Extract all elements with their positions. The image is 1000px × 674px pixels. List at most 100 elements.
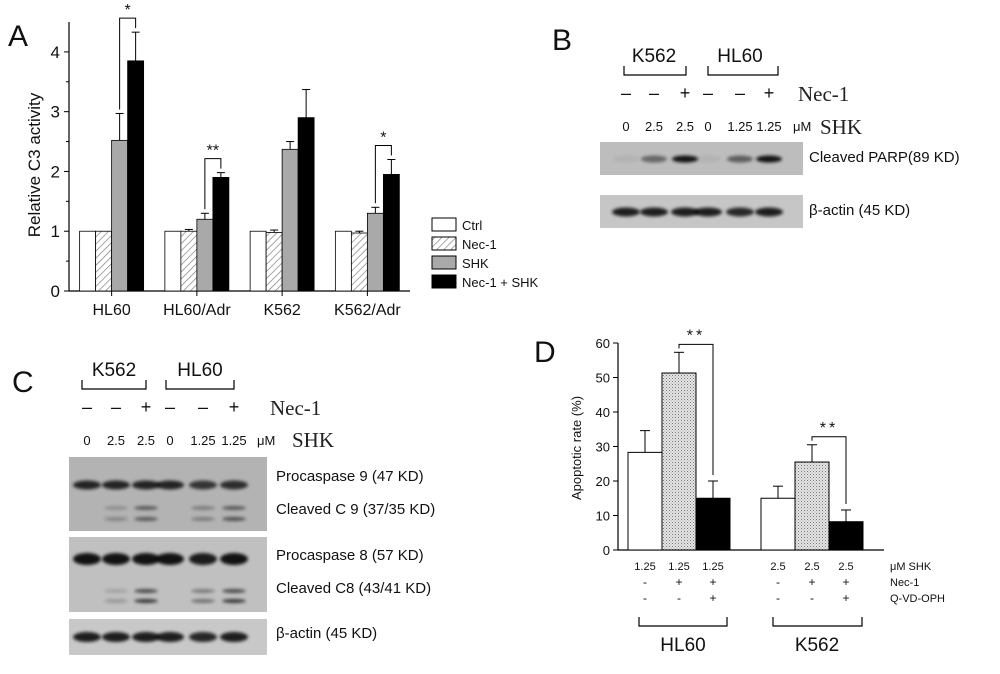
panel-a-bar	[350, 232, 368, 292]
panel-a-y-tick-label: 4	[51, 43, 60, 62]
blot-c-cleaved-c8-band-upper	[134, 589, 158, 593]
blot-c-cleaved-c9-band-lower	[191, 517, 215, 521]
blot-c-band-actin: β-actin (45 KD)	[276, 625, 377, 642]
blot-b-parp-band	[672, 155, 698, 163]
blot-b-shk-label: SHK	[820, 115, 862, 139]
panel-d-group-hl60: HL60	[660, 635, 705, 656]
blot-b-band-actin: β-actin (45 KD)	[809, 202, 910, 219]
panel-a-significance-label: **	[207, 143, 219, 160]
panel-d-bar	[661, 372, 697, 551]
blot-b-actin-band	[612, 207, 640, 217]
blot-c-procasp8-band	[102, 553, 130, 565]
panel-a-bar	[249, 230, 267, 292]
legend-label-nec1-shk: Nec-1 + SHK	[462, 275, 539, 290]
blot-c-band-procasp8: Procaspase 8 (57 KD)	[276, 547, 424, 564]
blot-b-actin-band	[755, 207, 783, 217]
legend-swatch-nec1	[431, 236, 457, 251]
blot-c-actin-band	[156, 632, 184, 642]
blot-c-procasp9-band	[156, 480, 184, 490]
lane-dose: 0	[704, 119, 711, 134]
panel-d-bar	[794, 461, 830, 551]
blot-b-actin-band	[640, 207, 668, 217]
panel-d-qvd-sign: +	[842, 591, 849, 605]
blot-c-dose-unit: μM	[257, 433, 275, 448]
blot-c-procasp8-band	[189, 553, 217, 565]
blot-c-cleaved-c8-band-upper	[104, 589, 128, 593]
blot-c-cellline-hl60: HL60	[177, 360, 222, 381]
legend-swatch-nec1-shk	[431, 274, 457, 289]
panel-d-y-axis-label: Apoptotic rate (%)	[569, 396, 584, 500]
blot-c-cleaved-c9-band-lower	[104, 517, 128, 521]
panel-d-bracket-hl60	[638, 617, 728, 627]
panel-d-qvd-sign: -	[810, 591, 814, 605]
blot-c-procasp8-band	[73, 553, 101, 565]
panel-d-qvd-sign: -	[677, 591, 681, 605]
panel-label-c: C	[12, 366, 34, 399]
legend-label-nec1: Nec-1	[462, 237, 497, 252]
blot-c-procasp9-band	[102, 480, 130, 490]
panel-d-bar	[627, 451, 663, 551]
lane-nec1-sign: –	[735, 83, 745, 103]
blot-b-bracket-hl60	[707, 66, 779, 76]
panel-a-bar-chart: 0 1 2 3 4 HL60 * HL60/Adr ** K562 K562/Adr *	[51, 2, 410, 319]
panel-d-group-k562: K562	[795, 635, 839, 656]
panel-d-shk-dose: 2.5	[804, 561, 819, 573]
panel-d-y-tick-label: 30	[596, 440, 610, 455]
panel-a-bar	[180, 230, 198, 292]
blot-c-procasp8-band	[220, 553, 248, 565]
panel-d-y-tick-label: 50	[596, 371, 610, 386]
panel-a-significance-bracket	[374, 144, 392, 204]
panel-a-legend: Ctrl Nec-1 SHK Nec-1 + SHK	[431, 217, 539, 290]
panel-d-bar	[760, 497, 796, 551]
blot-c-images	[69, 457, 267, 655]
panel-d-shk-dose: 2.5	[838, 561, 853, 573]
lane-dose: 1.25	[221, 433, 246, 448]
panel-a-x-tick-label: HL60/Adr	[163, 302, 231, 319]
panel-a-significance-label: *	[125, 2, 131, 19]
panel-d-nec1-sign: +	[675, 575, 682, 589]
panel-d-y-tick-label: 20	[596, 474, 610, 489]
lane-dose: 0	[83, 433, 90, 448]
panel-a-bar	[111, 139, 129, 292]
lane-nec1-sign: –	[82, 397, 92, 417]
panel-d-y-tick-label: 40	[596, 405, 610, 420]
blot-c-shk-label: SHK	[292, 428, 334, 452]
lane-dose: 1.25	[756, 119, 781, 134]
panel-a-bar	[297, 117, 315, 292]
lane-nec1-sign: –	[621, 83, 631, 103]
blot-c-bracket-hl60	[165, 380, 235, 390]
panel-label-d: D	[534, 336, 556, 369]
panel-d-row-label-shk: μM SHK	[890, 561, 932, 573]
panel-d-shk-dose: 2.5	[770, 561, 785, 573]
panel-d-qvd-sign: -	[643, 591, 647, 605]
panel-a-bar	[95, 230, 113, 292]
panel-a-bar	[382, 174, 400, 292]
blot-b-lane-labels: – – + – – +0 2.5 2.5 0 1.25 1.25	[621, 83, 782, 134]
lane-nec1-sign: +	[229, 397, 240, 417]
panel-a-bar	[79, 230, 97, 292]
panel-a-bar	[265, 232, 283, 292]
blot-b-dose-unit: μM	[793, 119, 811, 134]
panel-d-y-tick-label: 0	[603, 543, 610, 558]
blot-c-lane-labels: – – + – – +0 2.5 2.5 0 1.25 1.25	[82, 397, 247, 448]
panel-d-bar-chart: 0 10 20 30 40 50 60 1.25 - - 1.25 + - 1.25 + + ** 2.5 - - 2.…	[596, 327, 884, 605]
legend-swatch-shk	[431, 255, 457, 270]
blot-c-cleaved-c9-band-upper	[191, 506, 215, 510]
legend-label-ctrl: Ctrl	[462, 218, 482, 233]
blot-c-cleaved-c8-band-upper	[191, 589, 215, 593]
panel-d-y-tick-label: 10	[596, 509, 610, 524]
panel-a-bar	[196, 218, 214, 292]
panel-d-y-tick-label: 60	[596, 336, 610, 351]
blot-c-procasp8-band	[132, 553, 160, 565]
blot-c-procasp8-band	[156, 553, 184, 565]
blot-b-images	[600, 142, 803, 228]
lane-nec1-sign: +	[141, 397, 152, 417]
blot-c-actin-band	[220, 632, 248, 642]
panel-label-b: B	[552, 24, 572, 57]
panel-d-qvd-sign: +	[709, 591, 716, 605]
panel-a-y-axis-label: Relative C3 activity	[25, 92, 44, 237]
panel-d-significance-label: **	[820, 420, 838, 437]
panel-d-shk-dose: 1.25	[668, 561, 689, 573]
panel-d-nec1-sign: +	[808, 575, 815, 589]
